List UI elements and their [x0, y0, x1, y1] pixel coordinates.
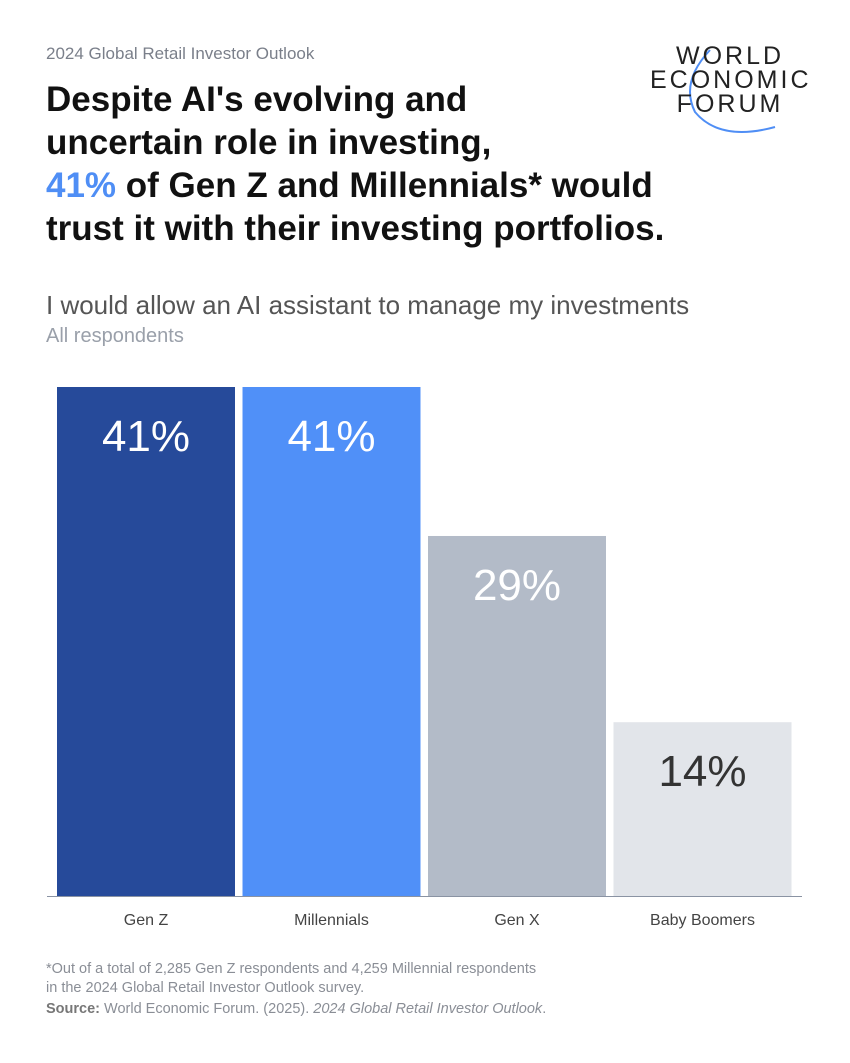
headline-text: of Gen Z and Millennials* would	[116, 166, 653, 205]
source-end: .	[542, 1001, 547, 1017]
logo-arc-icon	[689, 49, 776, 133]
logo-text: ECONOMIC	[650, 66, 812, 94]
headline: Despite AI's evolving and uncertain role…	[46, 78, 736, 250]
source-label: Source:	[46, 1001, 100, 1017]
footnote-line: *Out of a total of 2,285 Gen Z responden…	[46, 961, 537, 977]
headline-line: 41% of Gen Z and Millennials* would	[46, 164, 736, 207]
bar-baby-boomers	[613, 722, 792, 896]
logo-text: WORLD	[675, 42, 785, 70]
kicker: 2024 Global Retail Investor Outlook	[46, 44, 315, 63]
data-label: 14%	[658, 747, 746, 796]
footnote: *Out of a total of 2,285 Gen Z responden…	[46, 960, 536, 998]
bar-chart: 41% Gen Z 41% Millennials 29% Gen X 14% Baby Bo…	[47, 387, 802, 929]
bar-gen-x	[428, 535, 606, 896]
chart-subtitle: All respondents	[46, 325, 184, 347]
data-label: 29%	[473, 561, 561, 610]
chart-title: I would allow an AI assistant to manage …	[46, 290, 690, 320]
source: Source: World Economic Forum. (2025). 20…	[46, 1001, 546, 1017]
headline-line: trust it with their investing portfolios…	[46, 209, 665, 248]
wef-logo: WORLD ECONOMIC FORUM	[650, 42, 810, 137]
headline-highlight: 41%	[46, 166, 117, 205]
data-label: 41%	[102, 412, 190, 461]
source-title: 2024 Global Retail Investor Outlook	[313, 1001, 543, 1017]
footnote-line: in the 2024 Global Retail Investor Outlo…	[46, 980, 365, 996]
headline-line: uncertain role in investing,	[46, 123, 492, 162]
logo-text: FORUM	[676, 90, 784, 118]
category-label: Baby Boomers	[650, 912, 755, 929]
bar-gen-z	[57, 387, 235, 896]
category-label: Millennials	[294, 912, 369, 929]
category-label: Gen X	[494, 912, 540, 929]
headline-line: Despite AI's evolving and	[46, 80, 468, 119]
category-label: Gen Z	[124, 912, 169, 929]
bar-millennials	[242, 387, 421, 896]
source-text: World Economic Forum. (2025).	[100, 1001, 314, 1017]
data-label: 41%	[287, 412, 375, 461]
